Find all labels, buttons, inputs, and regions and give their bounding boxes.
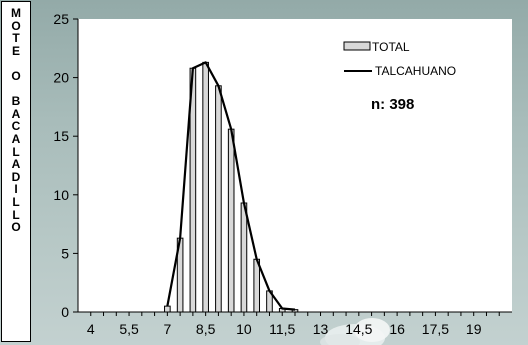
y-tick-label: 10 xyxy=(53,187,69,203)
bar xyxy=(215,85,222,313)
y-tick-label: 5 xyxy=(61,245,69,261)
x-tick-label: 10 xyxy=(236,321,252,337)
y-tick-label: 15 xyxy=(53,128,69,144)
x-tick-label: 7 xyxy=(163,321,171,337)
x-tick-label: 17,5 xyxy=(422,321,449,337)
side-label-char: O xyxy=(11,68,21,83)
side-label-char: A xyxy=(11,131,21,146)
plot-area xyxy=(78,19,512,312)
side-label-char: O xyxy=(11,220,21,235)
side-label-char: L xyxy=(12,194,20,209)
side-label-char: O xyxy=(11,18,21,33)
x-tick-label: 14,5 xyxy=(345,321,372,337)
side-label-char: T xyxy=(12,31,20,46)
x-tick-label: 5,5 xyxy=(119,321,139,337)
side-label-char: A xyxy=(11,157,21,172)
bar xyxy=(227,128,235,313)
side-label-char: B xyxy=(11,94,21,109)
side-label-char: L xyxy=(12,144,20,159)
line-talcahuano xyxy=(166,61,296,311)
side-label-char: L xyxy=(12,207,20,222)
y-tick-label: 0 xyxy=(61,304,69,320)
series-line xyxy=(166,61,296,311)
side-label-char: I xyxy=(14,182,18,197)
bar xyxy=(253,258,261,313)
x-tick-label: 13 xyxy=(313,321,329,337)
legend-swatch-total xyxy=(343,41,371,51)
side-label-char: A xyxy=(11,106,21,121)
bar xyxy=(164,305,171,313)
x-tick-labels: 4 5,5 7 8,5 10 11,5 13 14,5 16 17,5 19 xyxy=(87,321,482,337)
side-label-char: E xyxy=(11,43,20,58)
legend-label-total: TOTAL xyxy=(372,40,410,54)
x-tick-label: 11,5 xyxy=(269,321,295,337)
legend-label-talcahuano: TALCAHUANO xyxy=(375,64,456,78)
y-tick-labels: 0 5 10 15 20 25 xyxy=(53,11,69,320)
x-tick-label: 16 xyxy=(389,321,405,337)
bar xyxy=(240,202,248,313)
legend: TOTAL TALCAHUANO xyxy=(343,40,456,78)
y-tick-label: 25 xyxy=(53,11,69,27)
side-label-char: C xyxy=(11,119,21,134)
axes xyxy=(73,18,512,316)
x-tick-label: 4 xyxy=(87,321,95,337)
side-label-char: M xyxy=(11,6,21,20)
side-label-char: D xyxy=(11,169,21,184)
bar xyxy=(202,61,209,313)
x-tick-label: 8,5 xyxy=(196,321,216,337)
sample-size-annotation: n: 398 xyxy=(371,96,414,113)
y-tick-label: 20 xyxy=(53,70,69,86)
x-tick-label: 19 xyxy=(466,321,482,337)
